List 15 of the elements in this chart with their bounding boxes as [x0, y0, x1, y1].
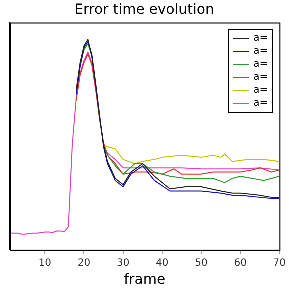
legend-label: a= — [254, 44, 268, 58]
x-tick-label: 70 — [273, 258, 286, 269]
x-tick-label: 20 — [78, 258, 91, 269]
legend-label: a= — [254, 70, 268, 84]
legend-label: a= — [254, 58, 268, 71]
legend-label: a= — [254, 84, 268, 97]
x-tick-label: 30 — [116, 258, 130, 269]
legend-label: a= — [254, 32, 268, 45]
x-tick-label: 60 — [234, 258, 247, 269]
x-tick-label: 10 — [38, 258, 52, 269]
legend-label: a= — [254, 96, 268, 110]
x-axis-title: frame — [124, 272, 166, 288]
chart-title: Error time evolution — [74, 2, 214, 18]
x-tick-label: 50 — [195, 258, 208, 269]
x-tick-label: 40 — [156, 258, 169, 269]
